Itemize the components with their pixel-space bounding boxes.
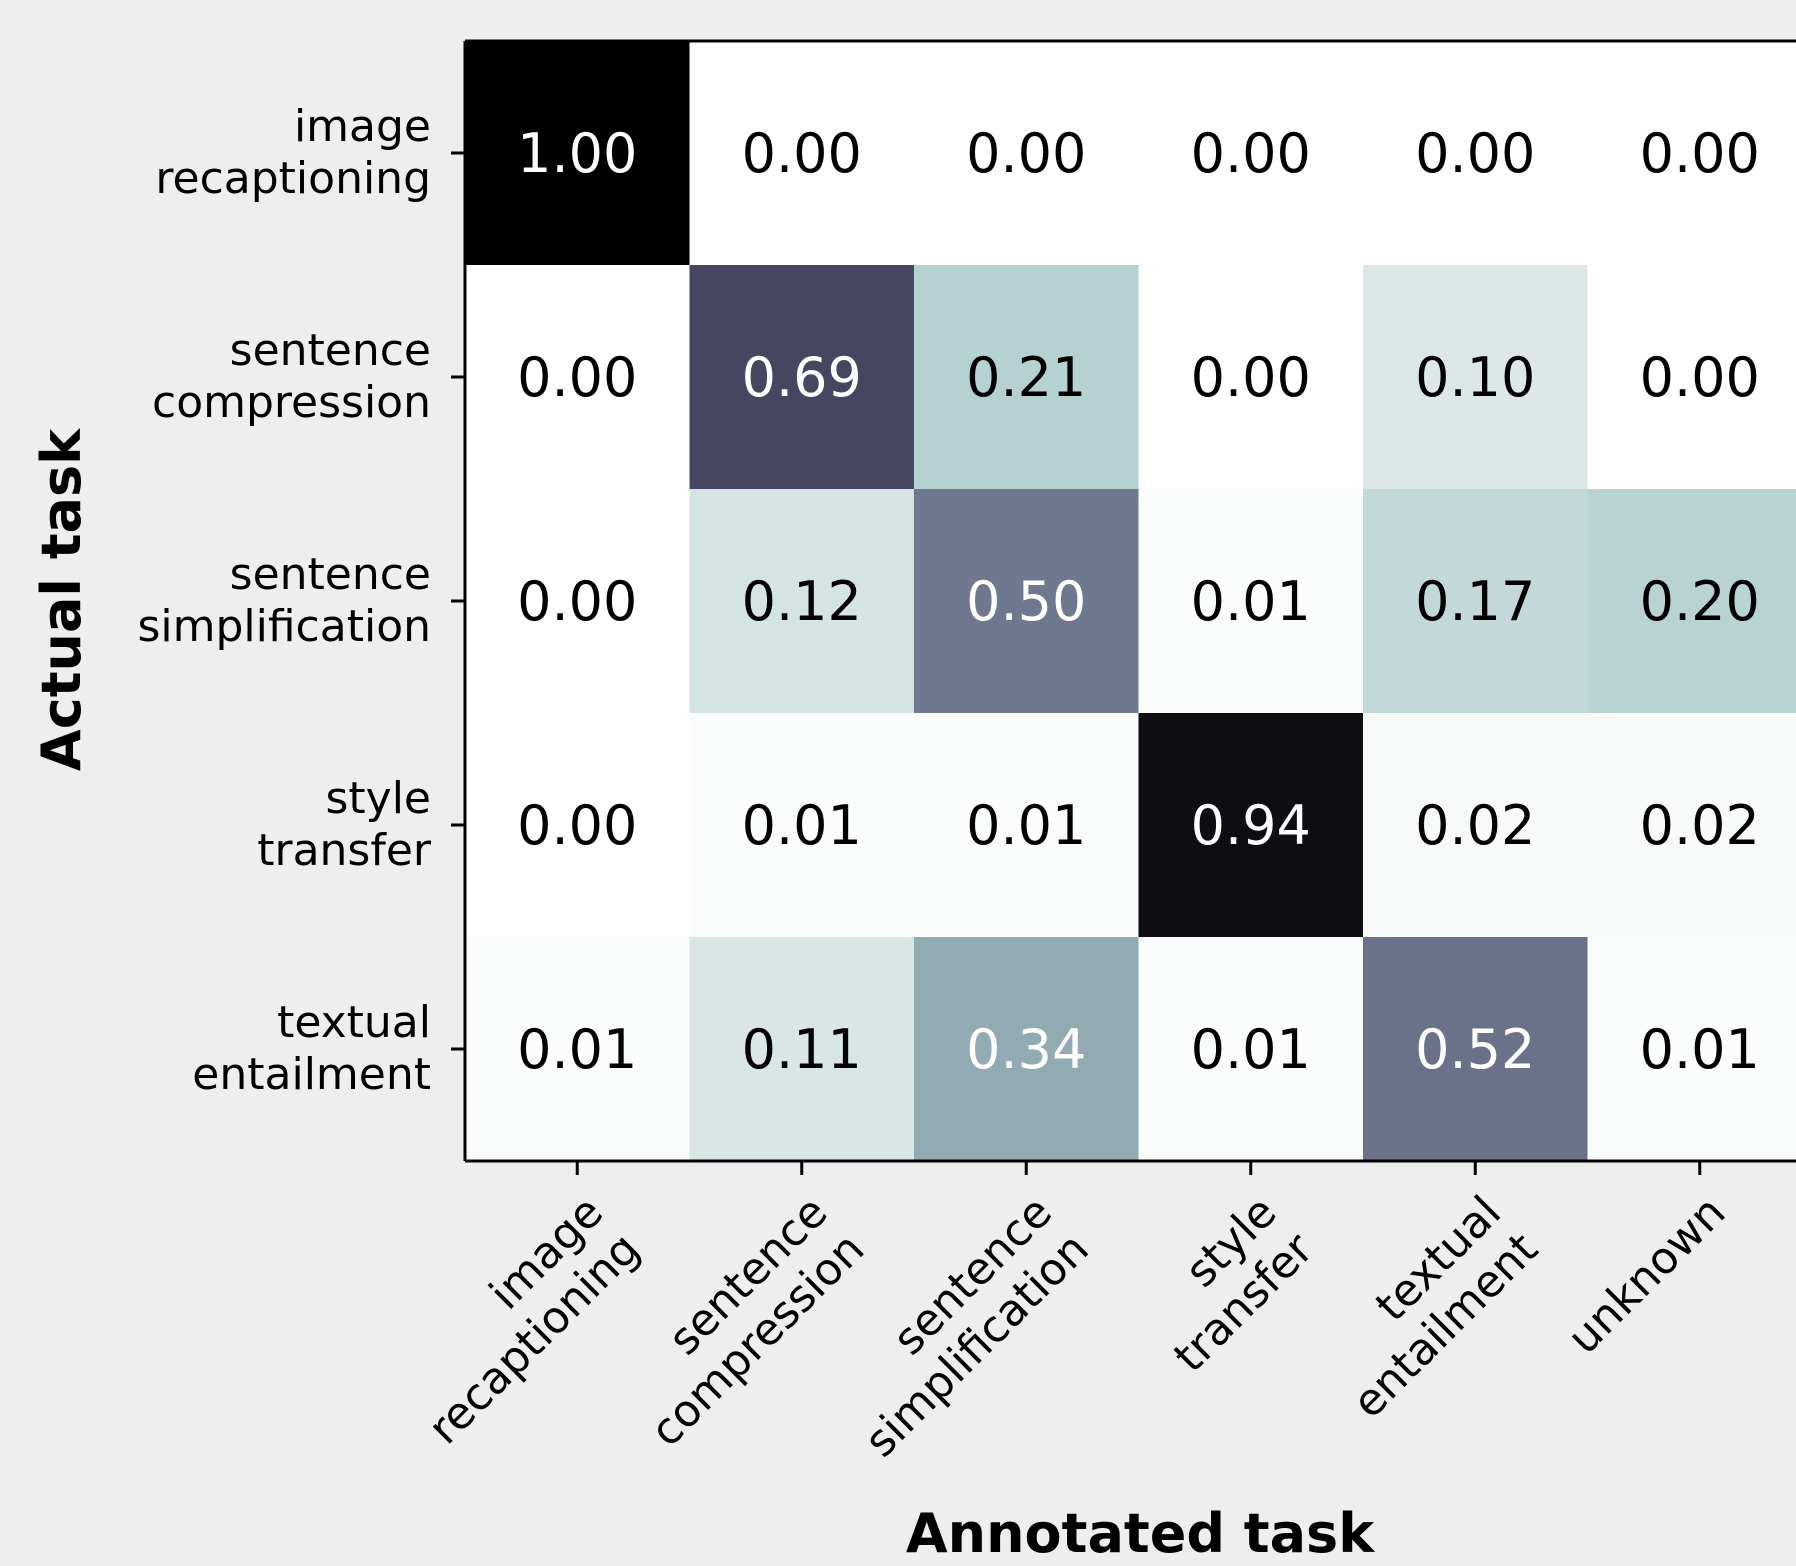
y-tick-label-1: sentence compression	[152, 325, 431, 428]
y-tick-label-line: simplification	[137, 601, 431, 652]
heatmap-cell-r1-c0	[465, 265, 690, 490]
x-tick-label-line: unknown	[1558, 1187, 1735, 1364]
y-tick-label-2: sentence simplification	[137, 549, 431, 652]
y-tick-label-line: textual	[277, 997, 431, 1048]
x-tick-label-4: textualentailment	[1306, 1187, 1548, 1429]
cell-value-label-r4-c3: 0.01	[1191, 1018, 1311, 1081]
heatmap-cell-r3-c0	[465, 713, 690, 938]
cell-value-label-r3-c3: 0.94	[1191, 794, 1311, 857]
cell-value-label-r1-c3: 0.00	[1191, 346, 1311, 409]
y-tick-label-line: compression	[152, 377, 431, 428]
heatmap-cell-r4-c1	[689, 937, 915, 1162]
y-tick-label-line: entailment	[192, 1049, 431, 1100]
heatmap-cell-r0-c4	[1363, 41, 1588, 266]
cell-value-label-r2-c0: 0.00	[517, 570, 637, 633]
x-axis-title: Annotated task	[906, 1502, 1375, 1565]
heatmap-cells	[465, 41, 1796, 1162]
heatmap-cell-r1-c5	[1587, 265, 1796, 490]
cell-value-label-r1-c4: 0.10	[1415, 346, 1535, 409]
heatmap-cell-r0-c1	[689, 41, 915, 266]
y-tick-label-0: image recaptioning	[155, 101, 431, 204]
cell-value-label-r3-c0: 0.00	[517, 794, 637, 857]
cell-value-label-r1-c0: 0.00	[517, 346, 637, 409]
y-tick-label-line: recaptioning	[155, 153, 431, 204]
cell-value-label-r3-c1: 0.01	[742, 794, 862, 857]
heatmap-cell-r2-c2	[914, 489, 1139, 714]
heatmap-cell-r4-c2	[914, 937, 1139, 1162]
cell-value-label-r3-c4: 0.02	[1415, 794, 1535, 857]
y-tick-label-3: style transfer	[257, 773, 432, 876]
cell-value-label-r1-c2: 0.21	[966, 346, 1086, 409]
cell-value-label-r0-c2: 0.00	[966, 122, 1086, 185]
y-tick-label-4: textual entailment	[192, 997, 431, 1100]
heatmap-cell-r1-c2	[914, 265, 1139, 490]
heatmap-cell-r4-c5	[1587, 937, 1796, 1162]
heatmap-cell-r0-c5	[1587, 41, 1796, 266]
cell-value-label-r4-c2: 0.34	[966, 1018, 1086, 1081]
y-axis-title: Actual task	[30, 428, 93, 771]
heatmap-cell-r3-c5	[1587, 713, 1796, 938]
x-tick-label-3: styletransfer	[1127, 1186, 1323, 1382]
heatmap-cell-r1-c3	[1138, 265, 1364, 490]
cell-value-label-r4-c1: 0.11	[742, 1018, 862, 1081]
x-tick-labels: imagerecaptioning sentencecompression sent…	[382, 1186, 1736, 1467]
cell-value-label-r0-c0: 1.00	[517, 122, 637, 185]
heatmap-cell-r0-c3	[1138, 41, 1364, 266]
cell-value-label-r3-c2: 0.01	[966, 794, 1086, 857]
cell-value-label-r2-c5: 0.20	[1640, 570, 1760, 633]
cell-value-label-r2-c3: 0.01	[1191, 570, 1311, 633]
heatmap-cell-r2-c3	[1138, 489, 1364, 714]
x-tick-label-5: unknown	[1558, 1187, 1735, 1364]
x-tick-label-2: sentencesimplification	[818, 1187, 1098, 1467]
heatmap-cell-r3-c2	[914, 713, 1139, 938]
cell-value-label-r4-c4: 0.52	[1415, 1018, 1535, 1081]
cell-value-label-r4-c0: 0.01	[517, 1018, 637, 1081]
y-tick-label-line: transfer	[257, 825, 432, 876]
y-tick-label-line: style	[325, 773, 431, 824]
heatmap-cell-r3-c3	[1138, 713, 1364, 938]
x-tick-label-0: imagerecaptioning	[382, 1187, 650, 1455]
heatmap-cell-r1-c4	[1363, 265, 1588, 490]
heatmap-cell-r1-c1	[689, 265, 915, 490]
y-tick-label-line: sentence	[230, 549, 431, 600]
heatmap-cell-r2-c1	[689, 489, 915, 714]
cell-value-label-r4-c5: 0.01	[1640, 1018, 1760, 1081]
cell-value-label-r1-c5: 0.00	[1640, 346, 1760, 409]
y-tick-label-line: sentence	[230, 325, 431, 376]
y-tick-label-line: image	[294, 101, 431, 152]
axes	[451, 39, 1796, 1175]
cell-value-label-r2-c2: 0.50	[966, 570, 1086, 633]
heatmap-cell-r3-c4	[1363, 713, 1588, 938]
heatmap-cell-labels: 1.00 0.00 0.00 0.00 0.00 0.00 0.00 0.69 0.21 0.00…	[517, 122, 1760, 1081]
heatmap-cell-r4-c4	[1363, 937, 1588, 1162]
cell-value-label-r1-c1: 0.69	[742, 346, 862, 409]
heatmap-cell-r0-c0	[465, 41, 690, 266]
heatmap-cell-r4-c3	[1138, 937, 1364, 1162]
cell-value-label-r3-c5: 0.02	[1640, 794, 1760, 857]
heatmap-cell-r2-c0	[465, 489, 690, 714]
cell-value-label-r0-c1: 0.00	[742, 122, 862, 185]
heatmap-cell-r4-c0	[465, 937, 690, 1162]
cell-value-label-r0-c4: 0.00	[1415, 122, 1535, 185]
cell-value-label-r0-c3: 0.00	[1191, 122, 1311, 185]
heatmap-cell-r2-c4	[1363, 489, 1588, 714]
heatmap-cell-r0-c2	[914, 41, 1139, 266]
cell-value-label-r2-c1: 0.12	[742, 570, 862, 633]
heatmap-cell-r3-c1	[689, 713, 915, 938]
heatmap-cell-r2-c5	[1587, 489, 1796, 714]
x-tick-label-1: sentencecompression	[604, 1187, 874, 1457]
cell-value-label-r2-c4: 0.17	[1415, 570, 1535, 633]
cell-value-label-r0-c5: 0.00	[1640, 122, 1760, 185]
